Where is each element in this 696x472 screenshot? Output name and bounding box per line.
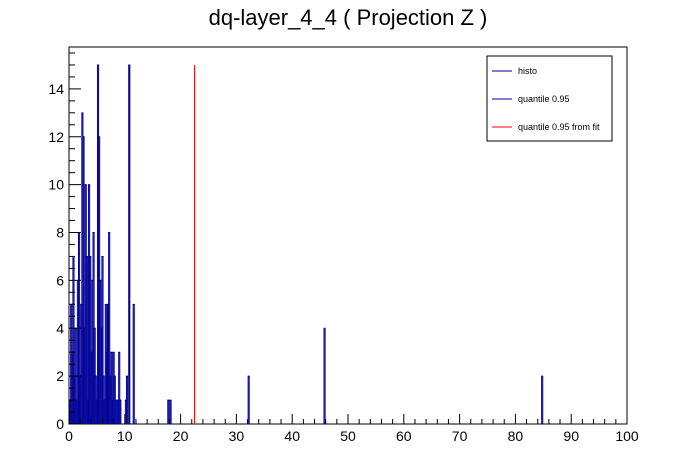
histogram-bin xyxy=(110,351,113,424)
histogram-bin xyxy=(541,375,544,424)
y-tick-label: 12 xyxy=(48,129,64,145)
x-tick-label: 90 xyxy=(563,428,579,444)
x-tick-label: 100 xyxy=(615,428,639,444)
x-tick-label: 80 xyxy=(508,428,524,444)
y-tick-label: 10 xyxy=(48,177,64,193)
x-tick-label: 20 xyxy=(173,428,189,444)
x-tick-label: 70 xyxy=(452,428,468,444)
histogram-bin xyxy=(108,232,111,424)
histogram-bin xyxy=(125,375,129,424)
histogram-bin xyxy=(119,399,122,424)
y-tick-label: 2 xyxy=(56,368,64,384)
histogram-bin xyxy=(118,351,121,424)
x-tick-label: 10 xyxy=(117,428,133,444)
x-tick-label: 60 xyxy=(396,428,412,444)
histogram-bin xyxy=(82,136,85,424)
x-tick-label: 50 xyxy=(340,428,356,444)
x-tick-label: 30 xyxy=(229,428,245,444)
histogram-bin xyxy=(132,303,135,424)
histogram-bin xyxy=(101,255,104,424)
histogram-bin xyxy=(85,255,88,424)
histogram-bin xyxy=(247,375,250,424)
x-axis: 0 10 20 30 40 50 60 70 80 90 100 xyxy=(65,414,639,444)
histogram-bin xyxy=(323,327,326,424)
y-tick-label: 8 xyxy=(56,225,64,241)
histogram-bin xyxy=(169,399,172,424)
histogram-bin xyxy=(89,255,92,424)
x-tick-label: 40 xyxy=(284,428,300,444)
histogram-bin xyxy=(114,399,117,424)
legend-label: quantile 0.95 from fit xyxy=(518,122,600,132)
y-axis: 0 2 4 6 8 10 12 14 xyxy=(48,52,81,432)
legend-label: histo xyxy=(518,66,537,76)
legend-label: quantile 0.95 xyxy=(518,94,570,104)
y-tick-label: 14 xyxy=(48,81,64,97)
chart-title: dq-layer_4_4 ( Projection Z ) xyxy=(209,5,488,30)
x-tick-label: 0 xyxy=(65,428,73,444)
y-tick-label: 0 xyxy=(56,416,64,432)
y-tick-label: 4 xyxy=(56,320,64,336)
histogram-bin xyxy=(167,399,170,424)
legend: histo quantile 0.95 quantile 0.95 from fit xyxy=(486,55,613,142)
y-tick-label: 6 xyxy=(56,272,64,288)
